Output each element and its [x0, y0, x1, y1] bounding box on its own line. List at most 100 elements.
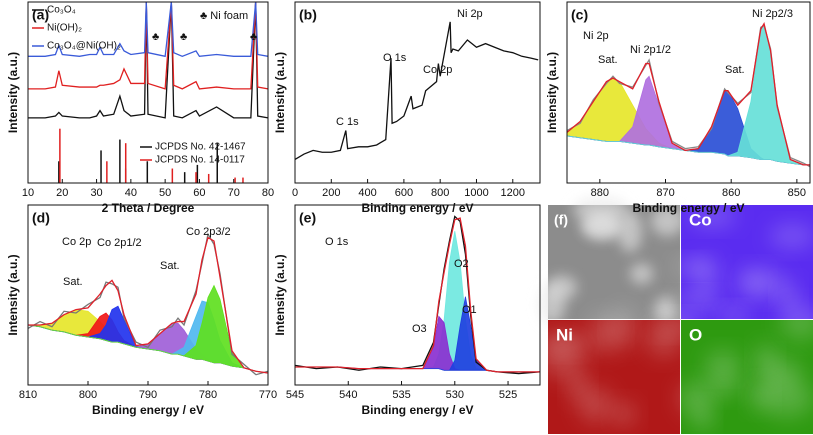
x-tick-label: 600 [395, 187, 413, 199]
y-axis-label: Intensity (a.u.) [6, 52, 20, 133]
texture [540, 336, 584, 379]
spectrum-line [28, 1, 269, 119]
x-tick-label: 50 [159, 187, 171, 199]
panel-label: (a) [32, 7, 49, 23]
x-axis-label: Binding energy / eV [92, 403, 204, 417]
x-tick-label: 810 [19, 389, 37, 401]
x-tick-label: 870 [656, 187, 674, 199]
spectrum-line [294, 21, 539, 161]
x-tick-label: 70 [228, 187, 240, 199]
x-axis-label: Binding energy / eV [361, 403, 473, 417]
texture [704, 349, 742, 376]
annotation: O1 [462, 304, 477, 316]
x-axis-label: 2 Theta / Degree [102, 201, 195, 215]
panel-label: (b) [299, 7, 317, 23]
texture [760, 379, 813, 418]
x-tick-label: 200 [322, 187, 340, 199]
x-tick-label: 530 [446, 389, 464, 401]
annotation: Co 2p [62, 236, 91, 248]
x-tick-label: 535 [392, 389, 410, 401]
annotation: O2 [454, 258, 469, 270]
plot-frame [566, 1, 811, 184]
y-axis-label: Intensity (a.u.) [273, 254, 287, 335]
legend-label: Ni(OH)₂ [47, 23, 82, 34]
annotation: Sat. [598, 54, 618, 66]
texture [747, 268, 786, 298]
texture [650, 205, 685, 236]
spectrum-line [28, 1, 269, 58]
legend-label: JCPDS No. 42-1467 [155, 142, 246, 153]
plot-frame [27, 1, 269, 184]
texture [538, 285, 566, 325]
texture [754, 342, 776, 377]
texture [588, 312, 620, 354]
image-panel: Co Ni O (f) [538, 196, 813, 434]
texture [672, 258, 710, 275]
x-tick-label: 860 [722, 187, 740, 199]
x-tick-label: 770 [259, 389, 277, 401]
texture [630, 263, 654, 285]
annotation: Ni 2p [583, 30, 609, 42]
panel-label: (f) [554, 212, 568, 228]
x-tick-label: 40 [125, 187, 137, 199]
x-tick-label: 880 [591, 187, 609, 199]
annotation: ♣ [180, 31, 187, 43]
texture [645, 325, 683, 357]
texture [780, 305, 813, 341]
spectrum-line [28, 236, 269, 374]
x-tick-label: 60 [193, 187, 205, 199]
legend-label: JCPDS No. 14-0117 [155, 155, 245, 166]
spectrum-line [27, 232, 269, 376]
annotation: Sat. [63, 276, 83, 288]
texture [612, 401, 637, 427]
y-axis-label: Intensity (a.u.) [273, 52, 287, 133]
x-tick-label: 780 [199, 389, 217, 401]
texture [706, 370, 741, 397]
annotation: Co 2p1/2 [97, 237, 142, 249]
annotation: C 1s [336, 116, 359, 128]
annotation: O 1s [383, 52, 407, 64]
x-axis-label: Binding energy / eV [632, 201, 744, 215]
annotation: Sat. [725, 64, 745, 76]
texture [567, 370, 589, 402]
y-axis-label: Intensity (a.u.) [6, 254, 20, 335]
texture [674, 291, 721, 309]
map-label: Ni [556, 325, 573, 344]
x-tick-label: 400 [358, 187, 376, 199]
x-tick-label: 800 [431, 187, 449, 199]
x-tick-label: 545 [286, 389, 304, 401]
annotation: Ni 2p2/3 [752, 8, 793, 20]
x-tick-label: 0 [292, 187, 298, 199]
spectrum-line [295, 217, 540, 373]
x-tick-label: 790 [139, 389, 157, 401]
texture [578, 386, 613, 424]
annotation: Sat. [160, 260, 180, 272]
annotation: O 1s [325, 236, 349, 248]
x-tick-label: 800 [79, 389, 97, 401]
annotation: ♣ [250, 31, 257, 43]
texture [778, 282, 799, 312]
map-label: O [689, 325, 702, 344]
texture [678, 380, 713, 416]
x-tick-label: 525 [499, 389, 517, 401]
texture [769, 223, 813, 249]
map-label: Co [689, 210, 712, 229]
spectrum-line [566, 22, 810, 166]
y-axis-label: Intensity (a.u.) [545, 52, 559, 133]
texture [718, 306, 752, 324]
panel-label: (c) [571, 7, 588, 23]
x-tick-label: 10 [22, 187, 34, 199]
annotation: Co 2p3/2 [186, 226, 231, 238]
legend-label: Co₃O₄ [47, 5, 76, 16]
plot-frame [294, 204, 541, 386]
annotation: Co 2p [423, 64, 452, 76]
spectrum-line [28, 1, 269, 90]
texture [572, 196, 629, 223]
texture [617, 210, 643, 253]
annotation: ♣ Ni foam [200, 10, 248, 22]
panel-label: (d) [32, 210, 50, 226]
fit-component [295, 231, 540, 373]
panel-label: (e) [299, 210, 316, 226]
x-tick-label: 1200 [501, 187, 525, 199]
